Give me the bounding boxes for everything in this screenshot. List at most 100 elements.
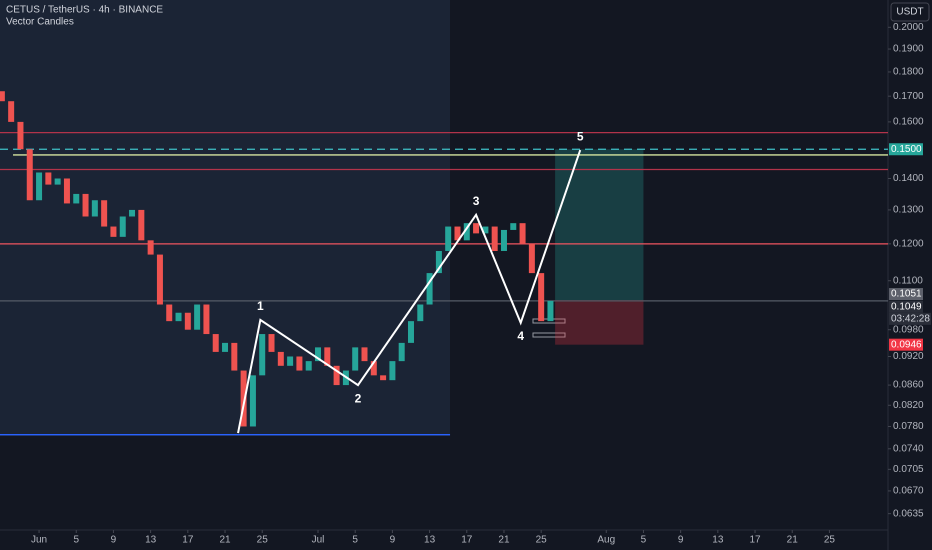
y-tick-label: 0.0635	[893, 508, 924, 519]
candle	[231, 342, 238, 371]
indicator-name: Vector Candles	[6, 17, 74, 28]
candle	[417, 304, 424, 322]
x-tick-label: 5	[641, 535, 647, 546]
candle	[324, 347, 331, 366]
price-tag	[889, 338, 923, 351]
candle	[463, 223, 470, 241]
x-tick-label: 9	[678, 535, 684, 546]
wave-label: 4	[517, 329, 524, 343]
candle	[36, 172, 43, 201]
y-tick-label: 0.0980	[893, 324, 924, 335]
x-tick-label: 17	[461, 535, 473, 546]
y-tick-label: 0.1400	[893, 173, 924, 184]
candle	[212, 334, 219, 352]
y-tick-label: 0.1200	[893, 238, 924, 249]
candle	[296, 356, 303, 371]
candle	[54, 178, 61, 185]
candle	[445, 226, 452, 251]
price-tag-label: 0.1049	[891, 302, 922, 313]
x-tick-label: 17	[749, 535, 761, 546]
candle	[0, 91, 5, 102]
x-tick-label: 21	[498, 535, 510, 546]
x-tick-label: Jun	[31, 535, 47, 546]
candle	[361, 347, 368, 362]
x-tick-label: 9	[111, 535, 117, 546]
candle	[398, 342, 405, 362]
candle	[370, 361, 377, 376]
currency-box[interactable]	[890, 2, 930, 22]
y-tick-label: 0.1600	[893, 117, 924, 128]
price-tag	[889, 288, 923, 301]
y-tick-label: 0.0670	[893, 486, 924, 497]
candle	[138, 209, 145, 241]
x-tick-label: 13	[424, 535, 436, 546]
y-tick-label: 0.1100	[893, 275, 923, 286]
x-tick-label: Aug	[597, 535, 615, 546]
wave-label: 5	[577, 129, 584, 143]
candle	[110, 226, 117, 237]
candle	[528, 243, 535, 274]
price-tag	[889, 300, 923, 313]
marker	[532, 332, 566, 338]
candle	[222, 342, 229, 352]
candle	[454, 226, 461, 241]
candle	[240, 370, 247, 427]
x-tick-label: 17	[182, 535, 194, 546]
candle	[17, 121, 24, 150]
wave-line	[237, 149, 582, 434]
candle	[175, 312, 182, 322]
x-tick-label: 21	[219, 535, 231, 546]
x-tick-label: 13	[145, 535, 157, 546]
x-tick-label: Jul	[312, 535, 325, 546]
x-tick-label: 5	[73, 535, 79, 546]
candle	[538, 273, 545, 322]
candle	[156, 254, 163, 305]
candle	[547, 300, 554, 322]
candle	[305, 361, 312, 371]
wave-label: 2	[355, 391, 362, 405]
candle	[8, 101, 15, 122]
wave-label: 3	[473, 194, 480, 208]
candle	[352, 347, 359, 371]
x-tick-label: 25	[257, 535, 269, 546]
candle	[333, 365, 340, 386]
x-tick-label: 5	[352, 535, 358, 546]
candle	[482, 226, 489, 234]
range-shade	[0, 0, 450, 436]
candle	[259, 334, 266, 376]
wave-label: 1	[257, 299, 264, 313]
currency[interactable]: USDT	[896, 7, 923, 18]
y-tick-label: 0.1300	[893, 205, 924, 216]
candle	[473, 223, 480, 234]
candle	[268, 334, 275, 352]
y-tick-label: 0.0860	[893, 380, 924, 391]
candle	[491, 226, 498, 251]
candle	[129, 209, 136, 217]
profit-zone	[555, 149, 644, 301]
candle	[91, 200, 98, 217]
x-tick-label: 9	[390, 535, 396, 546]
candle	[166, 304, 173, 322]
price-tag-label: 0.1500	[891, 144, 922, 155]
price-tag-label: 0.1051	[891, 289, 922, 300]
x-tick-label: 13	[712, 535, 724, 546]
y-tick-label: 0.0920	[893, 351, 924, 362]
x-tick-label: 25	[824, 535, 836, 546]
candle	[389, 361, 396, 381]
y-tick-label: 0.1700	[893, 91, 924, 102]
candle	[194, 304, 201, 330]
y-tick-label: 0.0780	[893, 421, 924, 432]
candle	[287, 356, 294, 366]
candle	[510, 223, 517, 230]
candle	[73, 193, 80, 204]
candle	[82, 193, 89, 217]
loss-zone	[555, 300, 644, 345]
countdown-bg	[889, 312, 931, 325]
y-tick-label: 0.0705	[893, 464, 924, 475]
countdown: 03:42:28	[891, 314, 930, 325]
candle	[519, 223, 526, 244]
x-tick-label: 25	[536, 535, 548, 546]
candle	[380, 375, 387, 381]
candle	[435, 250, 442, 274]
